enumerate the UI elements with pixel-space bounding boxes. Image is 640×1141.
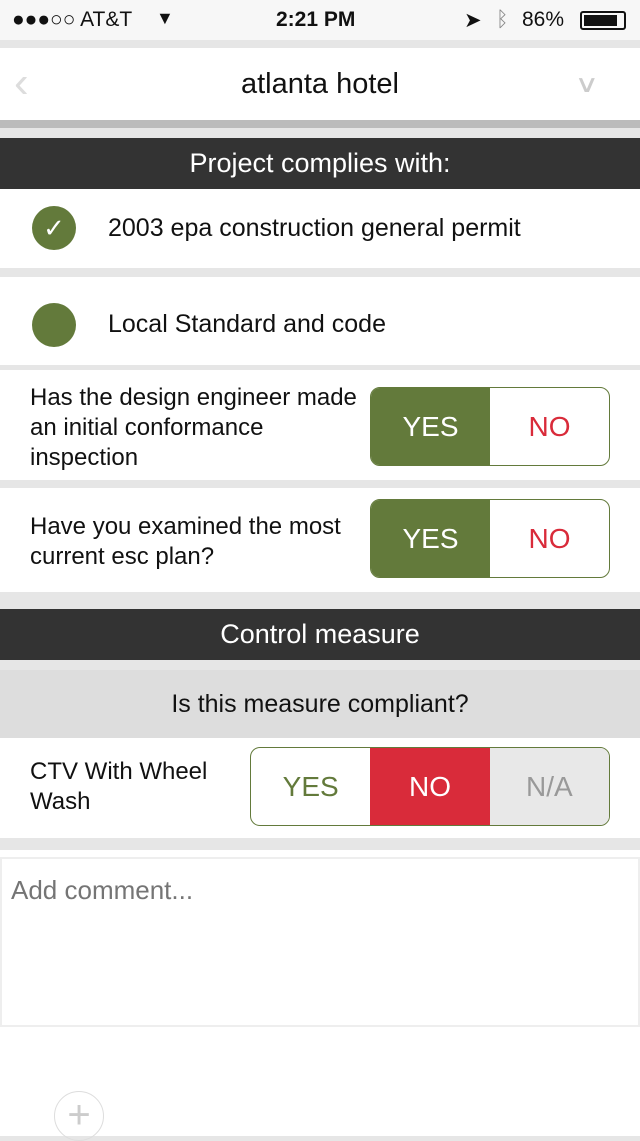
add-photo-plus-icon[interactable]: + — [54, 1091, 104, 1141]
yes-no-na-toggle[interactable]: YES NO N/A — [250, 747, 610, 826]
back-chevron-icon[interactable]: ‹ — [14, 58, 29, 107]
na-button[interactable]: N/A — [489, 748, 609, 825]
question-row: Has the design engineer made an initial … — [0, 370, 640, 480]
question-text: Have you examined the most current esc p… — [30, 513, 341, 570]
location-icon: ➤ — [464, 9, 482, 32]
item-label: Local Standard and code — [108, 310, 386, 338]
battery-icon — [580, 11, 626, 30]
comment-input[interactable] — [0, 857, 640, 1027]
no-button[interactable]: NO — [528, 410, 571, 442]
section-header: Control measure — [0, 609, 640, 660]
bluetooth-icon: ᛒ — [496, 8, 509, 31]
status-bar: ●●●○○ AT&T ▼ 2:21 PM ➤ ᛒ 86% — [0, 0, 640, 40]
unchecked-circle-icon[interactable] — [32, 303, 76, 347]
yes-button[interactable]: YES — [282, 770, 339, 802]
control-measure-row: CTV With Wheel Wash YES NO N/A — [0, 738, 640, 838]
dropdown-chevron-icon[interactable]: ∨ — [574, 71, 600, 98]
page-title: atlanta hotel — [240, 68, 399, 100]
yes-no-toggle[interactable]: YES NO — [370, 387, 610, 466]
question-row: Have you examined the most current esc p… — [0, 488, 640, 592]
time: 2:21 PM — [276, 8, 356, 31]
battery-percent: 86% — [522, 8, 565, 31]
subheader: Is this measure compliant? — [0, 670, 640, 738]
item-label: 2003 epa construction general permit — [108, 214, 521, 242]
measure-name: CTV With Wheel Wash — [30, 758, 208, 815]
checklist-item[interactable]: Local Standard and code — [0, 277, 640, 365]
yes-button[interactable]: YES — [371, 500, 490, 577]
divider — [0, 120, 640, 128]
checked-circle-icon[interactable]: ✓ — [32, 206, 76, 250]
section-header: Project complies with: — [0, 138, 640, 189]
no-button[interactable]: NO — [528, 522, 571, 554]
nav-header: ‹ atlanta hotel ∨ — [0, 48, 640, 120]
checklist-item[interactable]: ✓ 2003 epa construction general permit — [0, 189, 640, 268]
question-text: Has the design engineer made an initial … — [30, 384, 357, 471]
wifi-icon: ▼ — [156, 8, 174, 28]
yes-no-toggle[interactable]: YES NO — [370, 499, 610, 578]
yes-button[interactable]: YES — [371, 388, 490, 465]
no-button[interactable]: NO — [370, 748, 490, 825]
carrier: ●●●○○ AT&T — [12, 8, 133, 31]
